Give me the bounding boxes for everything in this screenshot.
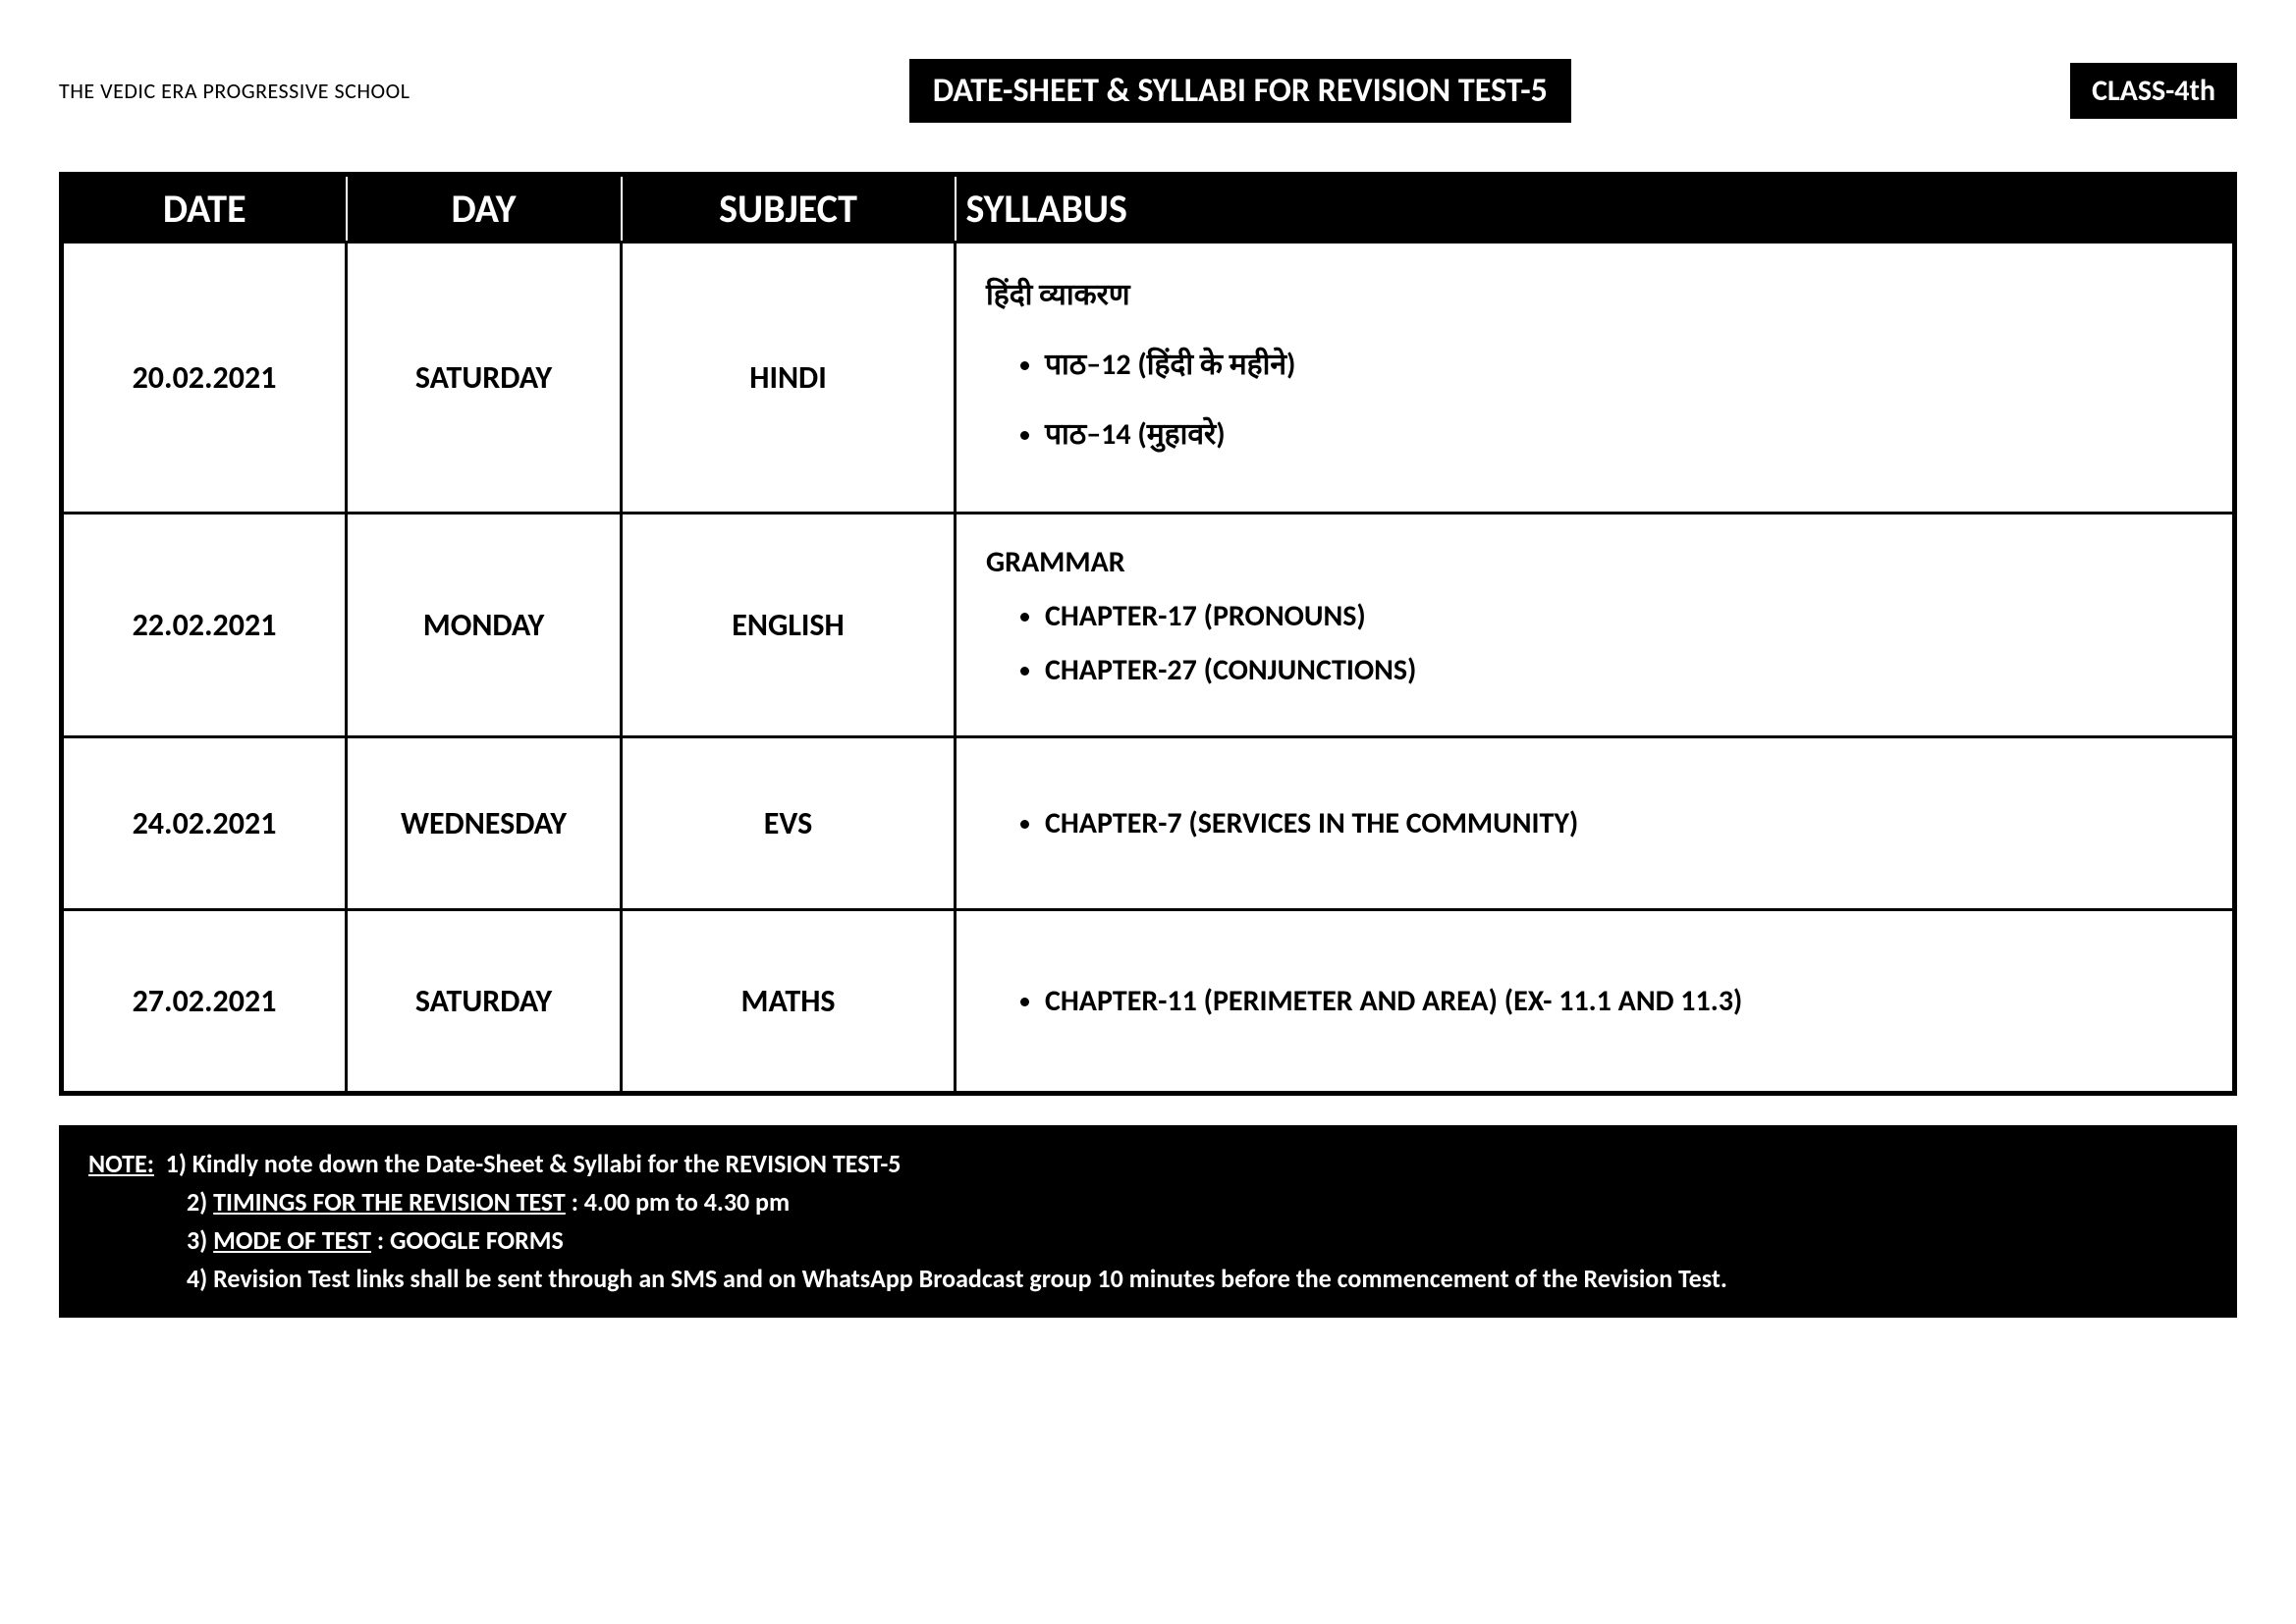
note-line-1: NOTE: 1) Kindly note down the Date-Sheet… (88, 1145, 2208, 1183)
cell-date: 27.02.2021 (62, 910, 347, 1094)
syllabus-heading: GRAMMAR (976, 544, 2213, 580)
syllabus-list: CHAPTER-17 (PRONOUNS) CHAPTER-27 (CONJUN… (976, 598, 2213, 688)
syllabus-item: पाठ–14 (मुहावरे) (1045, 412, 2213, 453)
cell-subject: ENGLISH (622, 514, 956, 737)
syllabus-heading: हिंदी व्याकरण (976, 273, 2213, 313)
table-body: 20.02.2021 SATURDAY HINDI हिंदी व्याकरण … (62, 243, 2235, 1094)
cell-subject: HINDI (622, 243, 956, 514)
note-text: 1) Kindly note down the Date-Sheet & Syl… (166, 1148, 902, 1179)
notes-block: NOTE: 1) Kindly note down the Date-Sheet… (59, 1125, 2237, 1318)
note-line-3: 3) MODE OF TEST : GOOGLE FORMS (88, 1221, 2208, 1260)
cell-date: 24.02.2021 (62, 737, 347, 910)
note-rest: : GOOGLE FORMS (371, 1224, 564, 1256)
cell-syllabus: CHAPTER-11 (PERIMETER AND AREA) (EX- 11.… (956, 910, 2235, 1094)
cell-syllabus: हिंदी व्याकरण पाठ–12 (हिंदी के महीने) पा… (956, 243, 2235, 514)
table-row: 24.02.2021 WEDNESDAY EVS CHAPTER-7 (SERV… (62, 737, 2235, 910)
note-rest: : 4.00 pm to 4.30 pm (566, 1186, 790, 1218)
school-name: THE VEDIC ERA PROGRESSIVE SCHOOL (59, 78, 410, 104)
syllabus-item: CHAPTER-7 (SERVICES IN THE COMMUNITY) (1045, 805, 2213, 841)
cell-date: 20.02.2021 (62, 243, 347, 514)
note-under: TIMINGS FOR THE REVISION TEST (213, 1186, 566, 1218)
datesheet-table: DATE DAY SUBJECT SYLLABUS 20.02.2021 SAT… (59, 172, 2237, 1096)
header-row: THE VEDIC ERA PROGRESSIVE SCHOOL DATE-SH… (59, 59, 2237, 123)
table-row: 22.02.2021 MONDAY ENGLISH GRAMMAR CHAPTE… (62, 514, 2235, 737)
syllabus-list: पाठ–12 (हिंदी के महीने) पाठ–14 (मुहावरे) (976, 343, 2213, 453)
col-header-day: DAY (347, 175, 622, 243)
syllabus-item: CHAPTER-27 (CONJUNCTIONS) (1045, 652, 2213, 688)
note-label: NOTE: (88, 1148, 154, 1179)
syllabus-list: CHAPTER-7 (SERVICES IN THE COMMUNITY) (976, 805, 2213, 841)
class-badge: CLASS-4th (2070, 63, 2237, 119)
cell-syllabus: CHAPTER-7 (SERVICES IN THE COMMUNITY) (956, 737, 2235, 910)
cell-day: WEDNESDAY (347, 737, 622, 910)
cell-subject: EVS (622, 737, 956, 910)
syllabus-list: CHAPTER-11 (PERIMETER AND AREA) (EX- 11.… (976, 983, 2213, 1019)
note-line-4: 4) Revision Test links shall be sent thr… (88, 1260, 2208, 1298)
table-header-row: DATE DAY SUBJECT SYLLABUS (62, 175, 2235, 243)
table-row: 27.02.2021 SATURDAY MATHS CHAPTER-11 (PE… (62, 910, 2235, 1094)
cell-day: MONDAY (347, 514, 622, 737)
note-under: MODE OF TEST (213, 1224, 371, 1256)
table-row: 20.02.2021 SATURDAY HINDI हिंदी व्याकरण … (62, 243, 2235, 514)
note-prefix: 3) (187, 1224, 213, 1256)
note-line-2: 2) TIMINGS FOR THE REVISION TEST : 4.00 … (88, 1183, 2208, 1221)
cell-subject: MATHS (622, 910, 956, 1094)
col-header-subject: SUBJECT (622, 175, 956, 243)
syllabus-item: पाठ–12 (हिंदी के महीने) (1045, 343, 2213, 383)
note-prefix: 2) (187, 1186, 213, 1218)
syllabus-item: CHAPTER-11 (PERIMETER AND AREA) (EX- 11.… (1045, 983, 2213, 1019)
col-header-syllabus: SYLLABUS (956, 175, 2235, 243)
cell-day: SATURDAY (347, 243, 622, 514)
col-header-date: DATE (62, 175, 347, 243)
cell-date: 22.02.2021 (62, 514, 347, 737)
cell-syllabus: GRAMMAR CHAPTER-17 (PRONOUNS) CHAPTER-27… (956, 514, 2235, 737)
syllabus-item: CHAPTER-17 (PRONOUNS) (1045, 598, 2213, 634)
cell-day: SATURDAY (347, 910, 622, 1094)
page-title: DATE-SHEET & SYLLABI FOR REVISION TEST-5 (909, 59, 1571, 123)
